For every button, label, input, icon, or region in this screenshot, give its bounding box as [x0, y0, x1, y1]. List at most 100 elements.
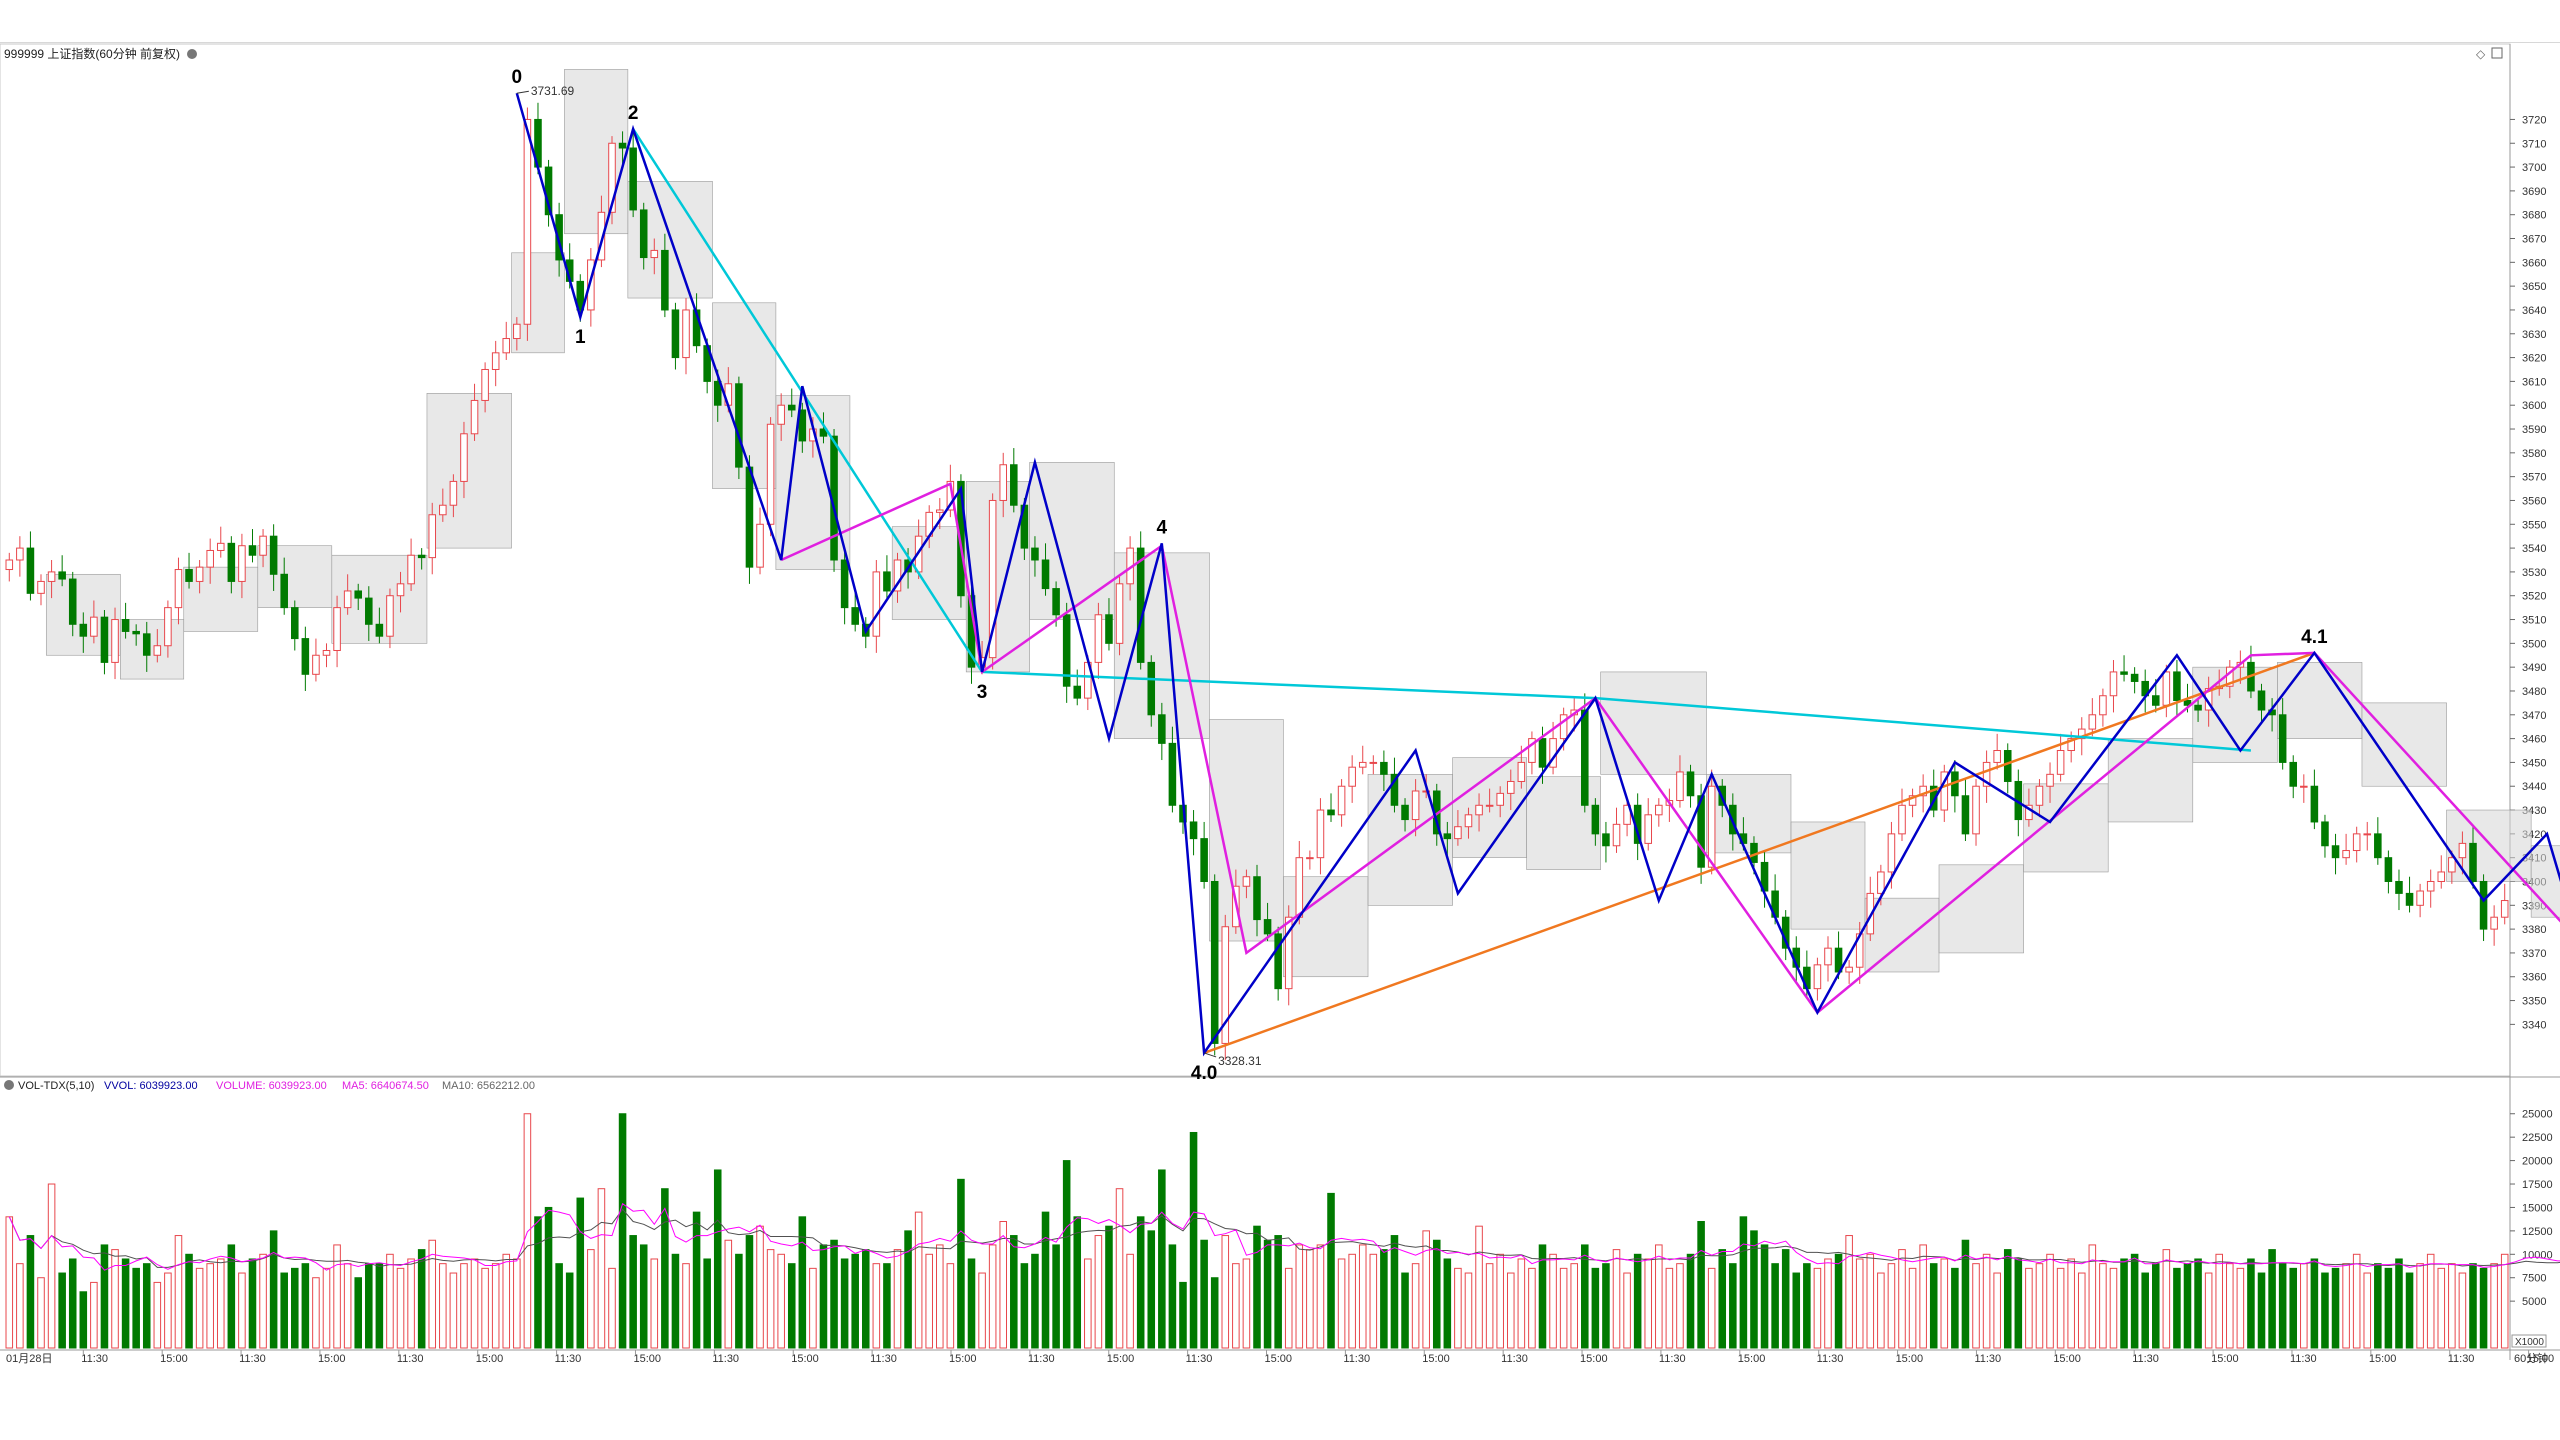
consolidation-box: [426, 393, 512, 549]
candle-body: [2003, 750, 2012, 782]
candle-body: [2278, 714, 2287, 763]
x-tick-label: 11:30: [239, 1353, 266, 1365]
volume-bar: [1686, 1253, 1695, 1349]
volume-bar: [1496, 1253, 1504, 1349]
x-tick-label: 15:00: [1896, 1353, 1924, 1365]
volume-bar: [713, 1169, 722, 1349]
volume-bar: [2236, 1267, 2245, 1349]
y-tick-label: 3370: [2522, 948, 2546, 960]
candle-body: [555, 214, 563, 261]
volume-bar: [2247, 1258, 2255, 1349]
settings-dot-icon[interactable]: [187, 49, 197, 59]
volume-bar: [47, 1183, 56, 1349]
volume-bar: [735, 1253, 743, 1349]
x-tick-label: 15:00: [791, 1353, 819, 1365]
volume-bar: [1380, 1249, 1388, 1349]
volume-bar: [1010, 1235, 1018, 1349]
candle-body: [1242, 876, 1251, 887]
volume-bar: [2342, 1263, 2350, 1349]
panel-maximize-icon[interactable]: [2491, 47, 2503, 59]
candle-body: [407, 554, 415, 585]
candle-body: [259, 535, 267, 556]
volume-bar: [587, 1249, 595, 1349]
candle-body: [375, 623, 384, 637]
x-tick-label: 15:00: [949, 1353, 977, 1365]
volume-bar: [2310, 1258, 2319, 1349]
volume-bar: [1084, 1258, 1092, 1349]
volume-bar: [439, 1263, 447, 1349]
volume-bar: [1792, 1272, 1801, 1349]
volume-bar: [2226, 1263, 2234, 1349]
y-tick-label: 3490: [2522, 662, 2546, 674]
volume-bar: [269, 1230, 278, 1349]
volume-bar: [513, 1258, 521, 1349]
volume-bar: [893, 1249, 902, 1349]
candle-body: [1686, 771, 1695, 797]
volume-bar: [661, 1188, 669, 1349]
consolidation-box: [1526, 776, 1601, 870]
candle-body: [1390, 773, 1399, 806]
volume-bar: [1824, 1258, 1832, 1349]
candle-body: [1358, 761, 1367, 768]
volume-bar: [1105, 1225, 1113, 1349]
x-tick-label: 15:00: [2053, 1353, 2081, 1365]
candle-body: [26, 547, 35, 594]
volume-bar: [1602, 1263, 1610, 1349]
window-restore-icon[interactable]: ◇: [2476, 47, 2486, 61]
y-tick-label: 3590: [2522, 424, 2546, 436]
x-tick-label: 15:00: [1265, 1353, 1293, 1365]
candle-body: [1982, 761, 1991, 787]
x-tick-label: 11:30: [1501, 1353, 1528, 1365]
candle-body: [2162, 671, 2171, 706]
x-tick-label: 11:30: [2132, 1353, 2159, 1365]
volume-bar: [1697, 1221, 1705, 1349]
vol-settings-icon[interactable]: [4, 1080, 14, 1090]
consolidation-box: [1938, 864, 2024, 954]
candle-body: [523, 118, 532, 325]
max-pointer: [516, 90, 529, 94]
period-label: 60分钟: [2514, 1351, 2548, 1365]
consolidation-box: [183, 566, 259, 632]
y-tick-label: 3340: [2522, 1019, 2546, 1031]
candle-body: [185, 569, 193, 582]
x-tick-label: 15:00: [1107, 1353, 1135, 1365]
wave-label: 3: [977, 682, 988, 703]
y-tick-label: 3570: [2522, 472, 2546, 484]
volume-bar: [629, 1235, 637, 1349]
volume-bar: [1073, 1216, 1082, 1349]
candle-body: [1263, 919, 1272, 935]
volume-bar: [206, 1263, 214, 1349]
volume-bar: [481, 1267, 489, 1349]
consolidation-box: [1864, 897, 1940, 973]
y-tick-label: 3460: [2522, 734, 2546, 746]
volume-bar: [1432, 1239, 1441, 1349]
volume-bar: [777, 1253, 785, 1349]
candle-body: [1464, 814, 1473, 828]
volume-bar: [1771, 1263, 1779, 1349]
y-tick-label: 3660: [2522, 257, 2546, 269]
volume-bar: [957, 1178, 965, 1349]
candle-body: [2310, 785, 2319, 823]
candle-body: [1496, 792, 1504, 806]
volume-bar: [1443, 1258, 1452, 1349]
min-price-label: 3328.31: [1218, 1054, 1262, 1068]
volume-bar: [840, 1258, 849, 1349]
volume-bar: [1115, 1188, 1124, 1349]
volume-bar: [692, 1211, 701, 1349]
volume-bar: [703, 1258, 711, 1349]
candle-body: [777, 404, 785, 425]
candle-body: [682, 309, 690, 359]
vol-indicator-label: VOL-TDX(5,10): [18, 1080, 94, 1092]
volume-bar: [1655, 1244, 1663, 1349]
candle-body: [1327, 809, 1335, 816]
y-tick-label: 3480: [2522, 686, 2546, 698]
volume-bar: [1908, 1267, 1917, 1349]
y-tick-label: 3500: [2522, 638, 2546, 650]
volume-bar: [1951, 1267, 1959, 1349]
candle-body: [1031, 547, 1039, 561]
volume-bar: [2384, 1267, 2393, 1349]
candle-body: [1707, 785, 1716, 868]
volume-bar: [1972, 1263, 1980, 1349]
candle-body: [58, 571, 66, 580]
